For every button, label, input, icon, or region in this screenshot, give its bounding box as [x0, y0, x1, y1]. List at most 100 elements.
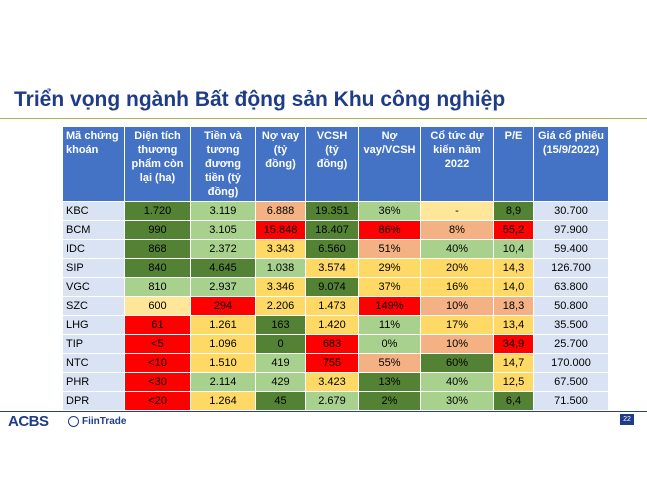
cell-dividend: 17% — [420, 315, 494, 335]
cell-remaining-area: 1.720 — [124, 201, 191, 221]
cell-cash: 1.261 — [190, 315, 256, 335]
header-dividend: Cổ tức dự kiến năm 2022 — [420, 126, 494, 202]
cell-debt-to-equity: 2% — [358, 391, 421, 411]
cell-cash: 3.119 — [190, 201, 256, 221]
cell-equity: 1.420 — [305, 315, 359, 335]
cell-equity: 755 — [305, 353, 359, 373]
cell-debt: 3.343 — [255, 239, 306, 259]
cell-equity: 19.351 — [305, 201, 359, 221]
cell-cash: 1.264 — [190, 391, 256, 411]
slide-title: Triển vọng ngành Bất động sản Khu công n… — [14, 88, 506, 111]
cell-ticker: VGC — [62, 277, 125, 297]
cell-remaining-area: 990 — [124, 220, 191, 240]
cell-price: 126.700 — [533, 258, 609, 278]
cell-equity: 3.423 — [305, 372, 359, 392]
cell-pe: 14,0 — [493, 277, 534, 297]
header-cash: Tiền và tương đương tiền (tỷ đồng) — [190, 126, 256, 202]
header-equity: VCSH (tỷ đồng) — [305, 126, 359, 202]
cell-remaining-area: <10 — [124, 353, 191, 373]
cell-price: 67.500 — [533, 372, 609, 392]
cell-cash: 2.114 — [190, 372, 256, 392]
cell-equity: 18.407 — [305, 220, 359, 240]
cell-debt: 429 — [255, 372, 306, 392]
cell-ticker: KBC — [62, 201, 125, 221]
cell-pe: 12,5 — [493, 372, 534, 392]
cell-dividend: 60% — [420, 353, 494, 373]
fiintrade-logo-text: FiinTrade — [82, 416, 127, 427]
footer-divider — [0, 411, 647, 412]
cell-cash: 1.096 — [190, 334, 256, 354]
cell-cash: 1.510 — [190, 353, 256, 373]
cell-debt-to-equity: 11% — [358, 315, 421, 335]
cell-remaining-area: 61 — [124, 315, 191, 335]
cell-debt-to-equity: 55% — [358, 353, 421, 373]
fiintrade-icon — [68, 416, 79, 427]
cell-ticker: DPR — [62, 391, 125, 411]
cell-ticker: PHR — [62, 372, 125, 392]
cell-remaining-area: 868 — [124, 239, 191, 259]
table-row: NTC <10 1.510 419 755 55% 60% 14,7 170.000 — [62, 353, 609, 373]
table-row: IDC 868 2.372 3.343 6.560 51% 40% 10,4 59.400 — [62, 239, 609, 259]
cell-equity: 9.074 — [305, 277, 359, 297]
cell-pe: 55,2 — [493, 220, 534, 240]
header-price: Giá cổ phiếu (15/9/2022) — [533, 126, 609, 202]
header-pe: P/E — [493, 126, 534, 202]
cell-ticker: BCM — [62, 220, 125, 240]
cell-pe: 6,4 — [493, 391, 534, 411]
table-row: VGC 810 2.937 3.346 9.074 37% 16% 14,0 63.800 — [62, 277, 609, 297]
cell-cash: 3.105 — [190, 220, 256, 240]
cell-price: 71.500 — [533, 391, 609, 411]
cell-ticker: LHG — [62, 315, 125, 335]
cell-price: 35.500 — [533, 315, 609, 335]
cell-debt-to-equity: 149% — [358, 296, 421, 316]
cell-dividend: 30% — [420, 391, 494, 411]
cell-remaining-area: <5 — [124, 334, 191, 354]
cell-cash: 4.645 — [190, 258, 256, 278]
cell-remaining-area: 600 — [124, 296, 191, 316]
acbs-logo: ACBS — [8, 413, 49, 430]
cell-dividend: - — [420, 201, 494, 221]
table-row: SIP 840 4.645 1.038 3.574 29% 20% 14,3 126.700 — [62, 258, 609, 278]
cell-dividend: 8% — [420, 220, 494, 240]
cell-debt-to-equity: 86% — [358, 220, 421, 240]
cell-equity: 683 — [305, 334, 359, 354]
cell-debt: 6.888 — [255, 201, 306, 221]
cell-price: 50.800 — [533, 296, 609, 316]
cell-price: 97.900 — [533, 220, 609, 240]
cell-pe: 34,9 — [493, 334, 534, 354]
cell-price: 63.800 — [533, 277, 609, 297]
cell-ticker: NTC — [62, 353, 125, 373]
cell-pe: 14,7 — [493, 353, 534, 373]
cell-dividend: 20% — [420, 258, 494, 278]
table-row: LHG 61 1.261 163 1.420 11% 17% 13,4 35.500 — [62, 315, 609, 335]
cell-remaining-area: 840 — [124, 258, 191, 278]
cell-dividend: 40% — [420, 239, 494, 259]
table-row: TIP <5 1.096 0 683 0% 10% 34,9 25.700 — [62, 334, 609, 354]
cell-pe: 14,3 — [493, 258, 534, 278]
header-debt: Nợ vay (tỷ đồng) — [255, 126, 306, 202]
cell-remaining-area: <20 — [124, 391, 191, 411]
cell-debt-to-equity: 0% — [358, 334, 421, 354]
cell-debt-to-equity: 13% — [358, 372, 421, 392]
title-divider — [0, 118, 647, 119]
valuation-table: Mã chứng khoán Diện tích thương phẩm còn… — [62, 126, 609, 411]
cell-pe: 8,9 — [493, 201, 534, 221]
cell-equity: 1.473 — [305, 296, 359, 316]
cell-equity: 6.560 — [305, 239, 359, 259]
cell-equity: 2.679 — [305, 391, 359, 411]
cell-ticker: TIP — [62, 334, 125, 354]
cell-cash: 2.372 — [190, 239, 256, 259]
cell-debt: 163 — [255, 315, 306, 335]
cell-ticker: IDC — [62, 239, 125, 259]
page-number: 22 — [620, 414, 634, 425]
cell-pe: 13,4 — [493, 315, 534, 335]
header-debt-to-equity: Nợ vay/VCSH — [358, 126, 421, 202]
cell-price: 25.700 — [533, 334, 609, 354]
cell-ticker: SIP — [62, 258, 125, 278]
cell-debt-to-equity: 36% — [358, 201, 421, 221]
header-remaining-area: Diện tích thương phẩm còn lại (ha) — [124, 126, 191, 202]
table-row: PHR <30 2.114 429 3.423 13% 40% 12,5 67.500 — [62, 372, 609, 392]
cell-remaining-area: 810 — [124, 277, 191, 297]
cell-debt: 15.848 — [255, 220, 306, 240]
cell-debt: 1.038 — [255, 258, 306, 278]
